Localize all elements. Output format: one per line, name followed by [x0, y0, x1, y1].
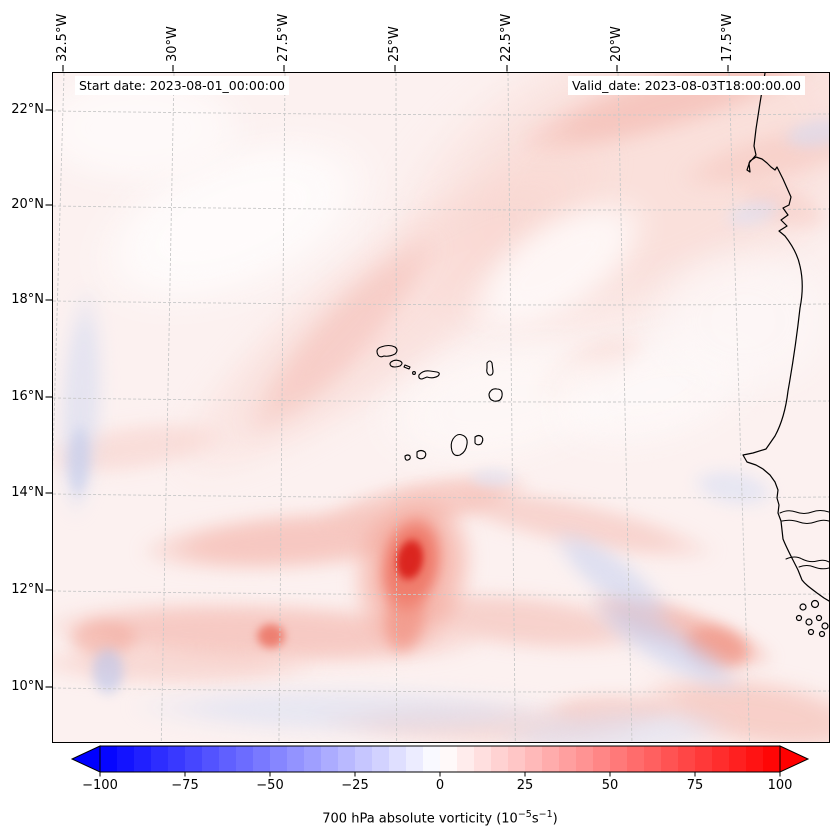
- colorbar-tick-label: 100: [767, 778, 793, 793]
- africa-coastline: [742, 73, 829, 602]
- colorbar-left-arrow: [70, 745, 101, 773]
- colorbar-tick-label: −100: [82, 778, 118, 793]
- y-tick-label: 12°N: [11, 582, 44, 597]
- colorbar-title: 700 hPa absolute vorticity (10−5s−1): [0, 806, 837, 827]
- colorbar-tick-label: 0: [435, 778, 445, 793]
- gambia-river: [779, 510, 829, 514]
- y-tick-label: 10°N: [11, 679, 44, 694]
- colorbar-bar: [99, 745, 781, 773]
- x-tick-label: 22.5°W: [499, 13, 514, 62]
- colorbar-tick-label: −75: [171, 778, 199, 793]
- casamance-river: [785, 556, 829, 563]
- y-tick-label: 16°N: [11, 389, 44, 404]
- gambia-river-south: [781, 519, 829, 524]
- map-canvas: Start date: 2023-08-01_00:00:00 Valid_da…: [52, 72, 830, 743]
- colorbar: [70, 745, 810, 777]
- x-tick-label: 27.5°W: [276, 13, 291, 62]
- colorbar-tick-label: −25: [341, 778, 369, 793]
- coastline-layer: [376, 73, 829, 638]
- y-tick-label: 14°N: [11, 485, 44, 500]
- x-tick-label: 17.5°W: [720, 13, 735, 62]
- colorbar-tick-label: 25: [516, 778, 534, 793]
- y-tick-label: 18°N: [11, 292, 44, 307]
- x-tick-label: 32.5°W: [55, 13, 70, 62]
- colorbar-title-text: 700 hPa absolute vorticity (10: [322, 811, 518, 827]
- casamance-river-fork: [798, 565, 829, 570]
- cape-verde-islands: [376, 344, 503, 461]
- x-tick-label: 25°W: [387, 26, 402, 62]
- valid-date-label: Valid_date: 2023-08-03T18:00:00.00: [567, 76, 805, 95]
- graticule: [53, 73, 829, 742]
- x-tick-label: 20°W: [609, 26, 624, 62]
- x-tick-label: 30°W: [165, 26, 180, 62]
- colorbar-title-exp1: −5: [517, 809, 532, 820]
- colorbar-title-close: ): [552, 811, 558, 827]
- colorbar-right-arrow: [779, 745, 810, 773]
- y-tick-label: 22°N: [11, 102, 44, 117]
- colorbar-title-exp2: −1: [538, 809, 553, 820]
- bijagos-islands: [795, 599, 829, 638]
- colorbar-title-unit: s: [531, 811, 539, 827]
- start-date-label: Start date: 2023-08-01_00:00:00: [75, 76, 289, 95]
- y-tick-label: 20°N: [11, 197, 44, 212]
- colorbar-tick-label: 75: [686, 778, 704, 793]
- colorbar-tick-label: 50: [601, 778, 619, 793]
- colorbar-tick-label: −50: [256, 778, 284, 793]
